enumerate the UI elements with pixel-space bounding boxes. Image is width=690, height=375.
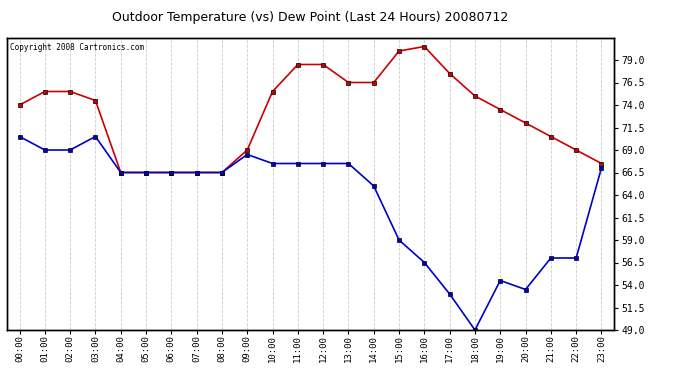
Text: Copyright 2008 Cartronics.com: Copyright 2008 Cartronics.com xyxy=(10,44,144,52)
Text: Outdoor Temperature (vs) Dew Point (Last 24 Hours) 20080712: Outdoor Temperature (vs) Dew Point (Last… xyxy=(112,11,509,24)
